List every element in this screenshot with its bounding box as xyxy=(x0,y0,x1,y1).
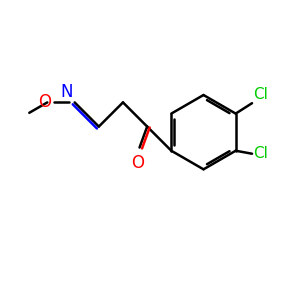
Text: O: O xyxy=(131,154,145,172)
Text: N: N xyxy=(61,83,73,101)
Text: Cl: Cl xyxy=(254,87,268,102)
Text: Cl: Cl xyxy=(254,146,268,161)
Text: O: O xyxy=(38,93,52,111)
